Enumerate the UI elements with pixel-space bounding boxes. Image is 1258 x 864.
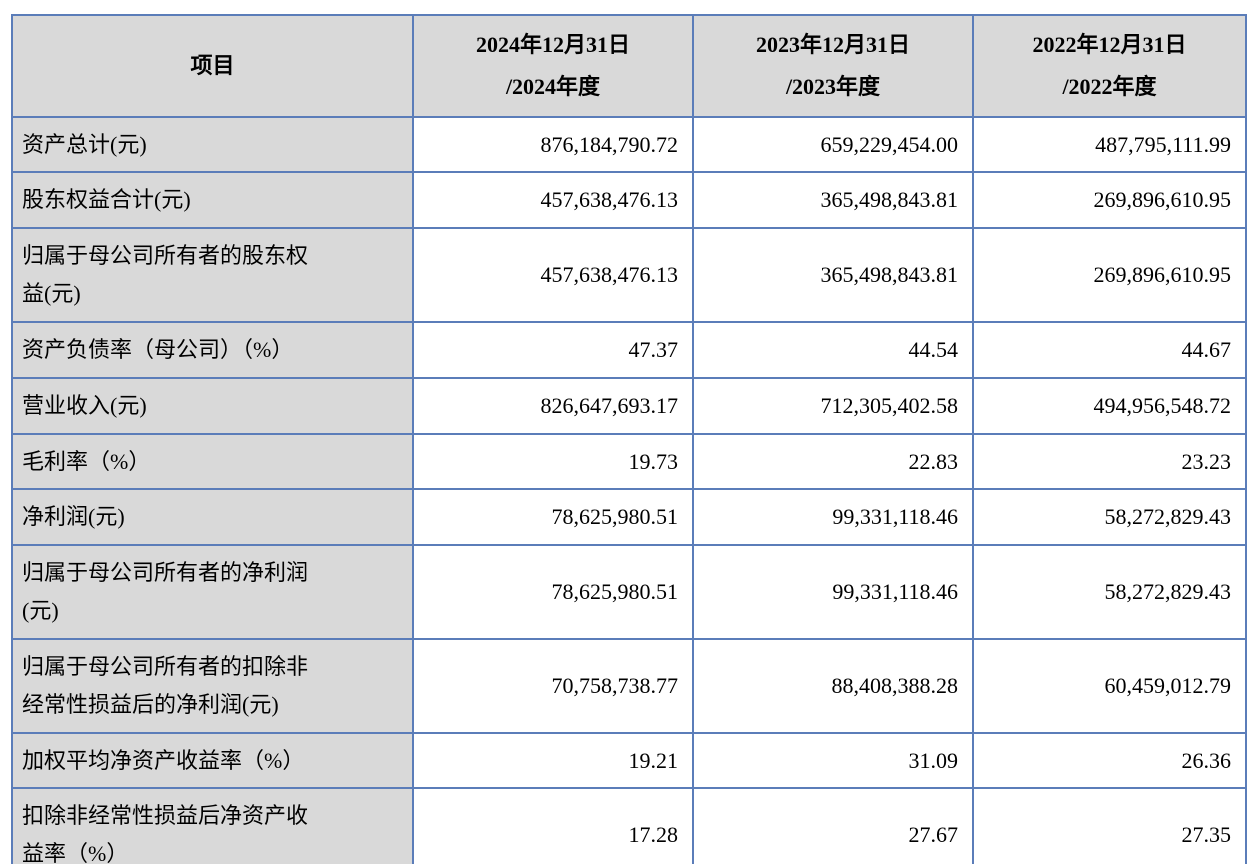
header-2023-period: /2023年度 bbox=[785, 73, 881, 99]
row-label-cell: 加权平均净资产收益率（%） bbox=[11, 731, 414, 790]
value-cell-2022: 269,896,610.95 bbox=[972, 171, 1247, 230]
column-header-2024: 2024年12月31日 /2024年度 bbox=[412, 14, 694, 118]
value-cell-2022: 487,795,111.99 bbox=[972, 115, 1247, 174]
value-cell-2023: 99,331,118.46 bbox=[692, 488, 974, 547]
value-cell-2023: 712,305,402.58 bbox=[692, 376, 974, 435]
value-cell-2022: 269,896,610.95 bbox=[972, 227, 1247, 323]
header-2022-period: /2022年度 bbox=[1062, 73, 1157, 99]
value-cell-2023: 31.09 bbox=[692, 731, 974, 790]
value-cell-2022: 58,272,829.43 bbox=[972, 544, 1247, 640]
value-cell-2023: 659,229,454.00 bbox=[692, 115, 974, 174]
header-2023-date: 2023年12月31日 bbox=[755, 32, 910, 57]
table-row: 归属于母公司所有者的扣除非 经常性损益后的净利润(元) 70,758,738.7… bbox=[11, 637, 1247, 734]
table-row: 归属于母公司所有者的净利润 (元) 78,625,980.51 99,331,1… bbox=[11, 544, 1247, 640]
value-cell-2024: 17.28 bbox=[412, 787, 694, 864]
value-cell-2024: 70,758,738.77 bbox=[412, 637, 694, 734]
header-2024-period: /2024年度 bbox=[505, 73, 601, 99]
row-label-cell: 营业收入(元) bbox=[11, 376, 414, 435]
row-label-cell: 归属于母公司所有者的扣除非 经常性损益后的净利润(元) bbox=[11, 637, 414, 734]
column-header-item: 项目 bbox=[11, 14, 414, 118]
value-cell-2023: 365,498,843.81 bbox=[692, 171, 974, 230]
table-row: 加权平均净资产收益率（%） 19.21 31.09 26.36 bbox=[11, 731, 1247, 790]
value-cell-2022: 44.67 bbox=[972, 320, 1247, 379]
value-cell-2024: 457,638,476.13 bbox=[412, 227, 694, 323]
column-header-2022: 2022年12月31日 /2022年度 bbox=[972, 14, 1247, 118]
value-cell-2023: 27.67 bbox=[692, 787, 974, 864]
row-label-cell: 毛利率（%） bbox=[11, 432, 414, 491]
value-cell-2023: 88,408,388.28 bbox=[692, 637, 974, 734]
value-cell-2022: 27.35 bbox=[972, 787, 1247, 864]
value-cell-2022: 60,459,012.79 bbox=[972, 637, 1247, 734]
header-row: 项目 2024年12月31日 /2024年度 2023年12月31日 /2023… bbox=[11, 14, 1247, 118]
table-row: 归属于母公司所有者的股东权 益(元) 457,638,476.13 365,49… bbox=[11, 227, 1247, 323]
value-cell-2024: 826,647,693.17 bbox=[412, 376, 694, 435]
row-label-cell: 归属于母公司所有者的股东权 益(元) bbox=[11, 227, 414, 323]
value-cell-2024: 19.73 bbox=[412, 432, 694, 491]
column-header-2023: 2023年12月31日 /2023年度 bbox=[692, 14, 974, 118]
value-cell-2024: 876,184,790.72 bbox=[412, 115, 694, 174]
table-row: 扣除非经常性损益后净资产收 益率（%） 17.28 27.67 27.35 bbox=[11, 787, 1247, 864]
row-label-cell: 资产负债率（母公司）（%） bbox=[11, 320, 414, 379]
row-label-cell: 资产总计(元) bbox=[11, 115, 414, 174]
row-label-cell: 净利润(元) bbox=[11, 488, 414, 547]
value-cell-2024: 78,625,980.51 bbox=[412, 488, 694, 547]
value-cell-2023: 44.54 bbox=[692, 320, 974, 379]
table-header-row: 项目 2024年12月31日 /2024年度 2023年12月31日 /2023… bbox=[11, 14, 1247, 118]
row-label-cell: 股东权益合计(元) bbox=[11, 171, 414, 230]
value-cell-2024: 47.37 bbox=[412, 320, 694, 379]
header-2024-date: 2024年12月31日 bbox=[475, 32, 630, 57]
table-row: 净利润(元) 78,625,980.51 99,331,118.46 58,27… bbox=[11, 488, 1247, 547]
value-cell-2022: 26.36 bbox=[972, 731, 1247, 790]
table-row: 营业收入(元) 826,647,693.17 712,305,402.58 49… bbox=[11, 376, 1247, 435]
table-row: 资产总计(元) 876,184,790.72 659,229,454.00 48… bbox=[11, 115, 1247, 174]
value-cell-2022: 58,272,829.43 bbox=[972, 488, 1247, 547]
table-body: 资产总计(元) 876,184,790.72 659,229,454.00 48… bbox=[11, 115, 1247, 864]
value-cell-2023: 99,331,118.46 bbox=[692, 544, 974, 640]
value-cell-2022: 23.23 bbox=[972, 432, 1247, 491]
value-cell-2024: 19.21 bbox=[412, 731, 694, 790]
value-cell-2024: 457,638,476.13 bbox=[412, 171, 694, 230]
value-cell-2024: 78,625,980.51 bbox=[412, 544, 694, 640]
value-cell-2023: 22.83 bbox=[692, 432, 974, 491]
table-row: 资产负债率（母公司）（%） 47.37 44.54 44.67 bbox=[11, 320, 1247, 379]
row-label-cell: 扣除非经常性损益后净资产收 益率（%） bbox=[11, 787, 414, 864]
financial-summary-table: 项目 2024年12月31日 /2024年度 2023年12月31日 /2023… bbox=[11, 14, 1247, 864]
table-row: 毛利率（%） 19.73 22.83 23.23 bbox=[11, 432, 1247, 491]
header-2022-date: 2022年12月31日 bbox=[1032, 32, 1187, 57]
row-label-cell: 归属于母公司所有者的净利润 (元) bbox=[11, 544, 414, 640]
table-row: 股东权益合计(元) 457,638,476.13 365,498,843.81 … bbox=[11, 171, 1247, 230]
value-cell-2022: 494,956,548.72 bbox=[972, 376, 1247, 435]
value-cell-2023: 365,498,843.81 bbox=[692, 227, 974, 323]
